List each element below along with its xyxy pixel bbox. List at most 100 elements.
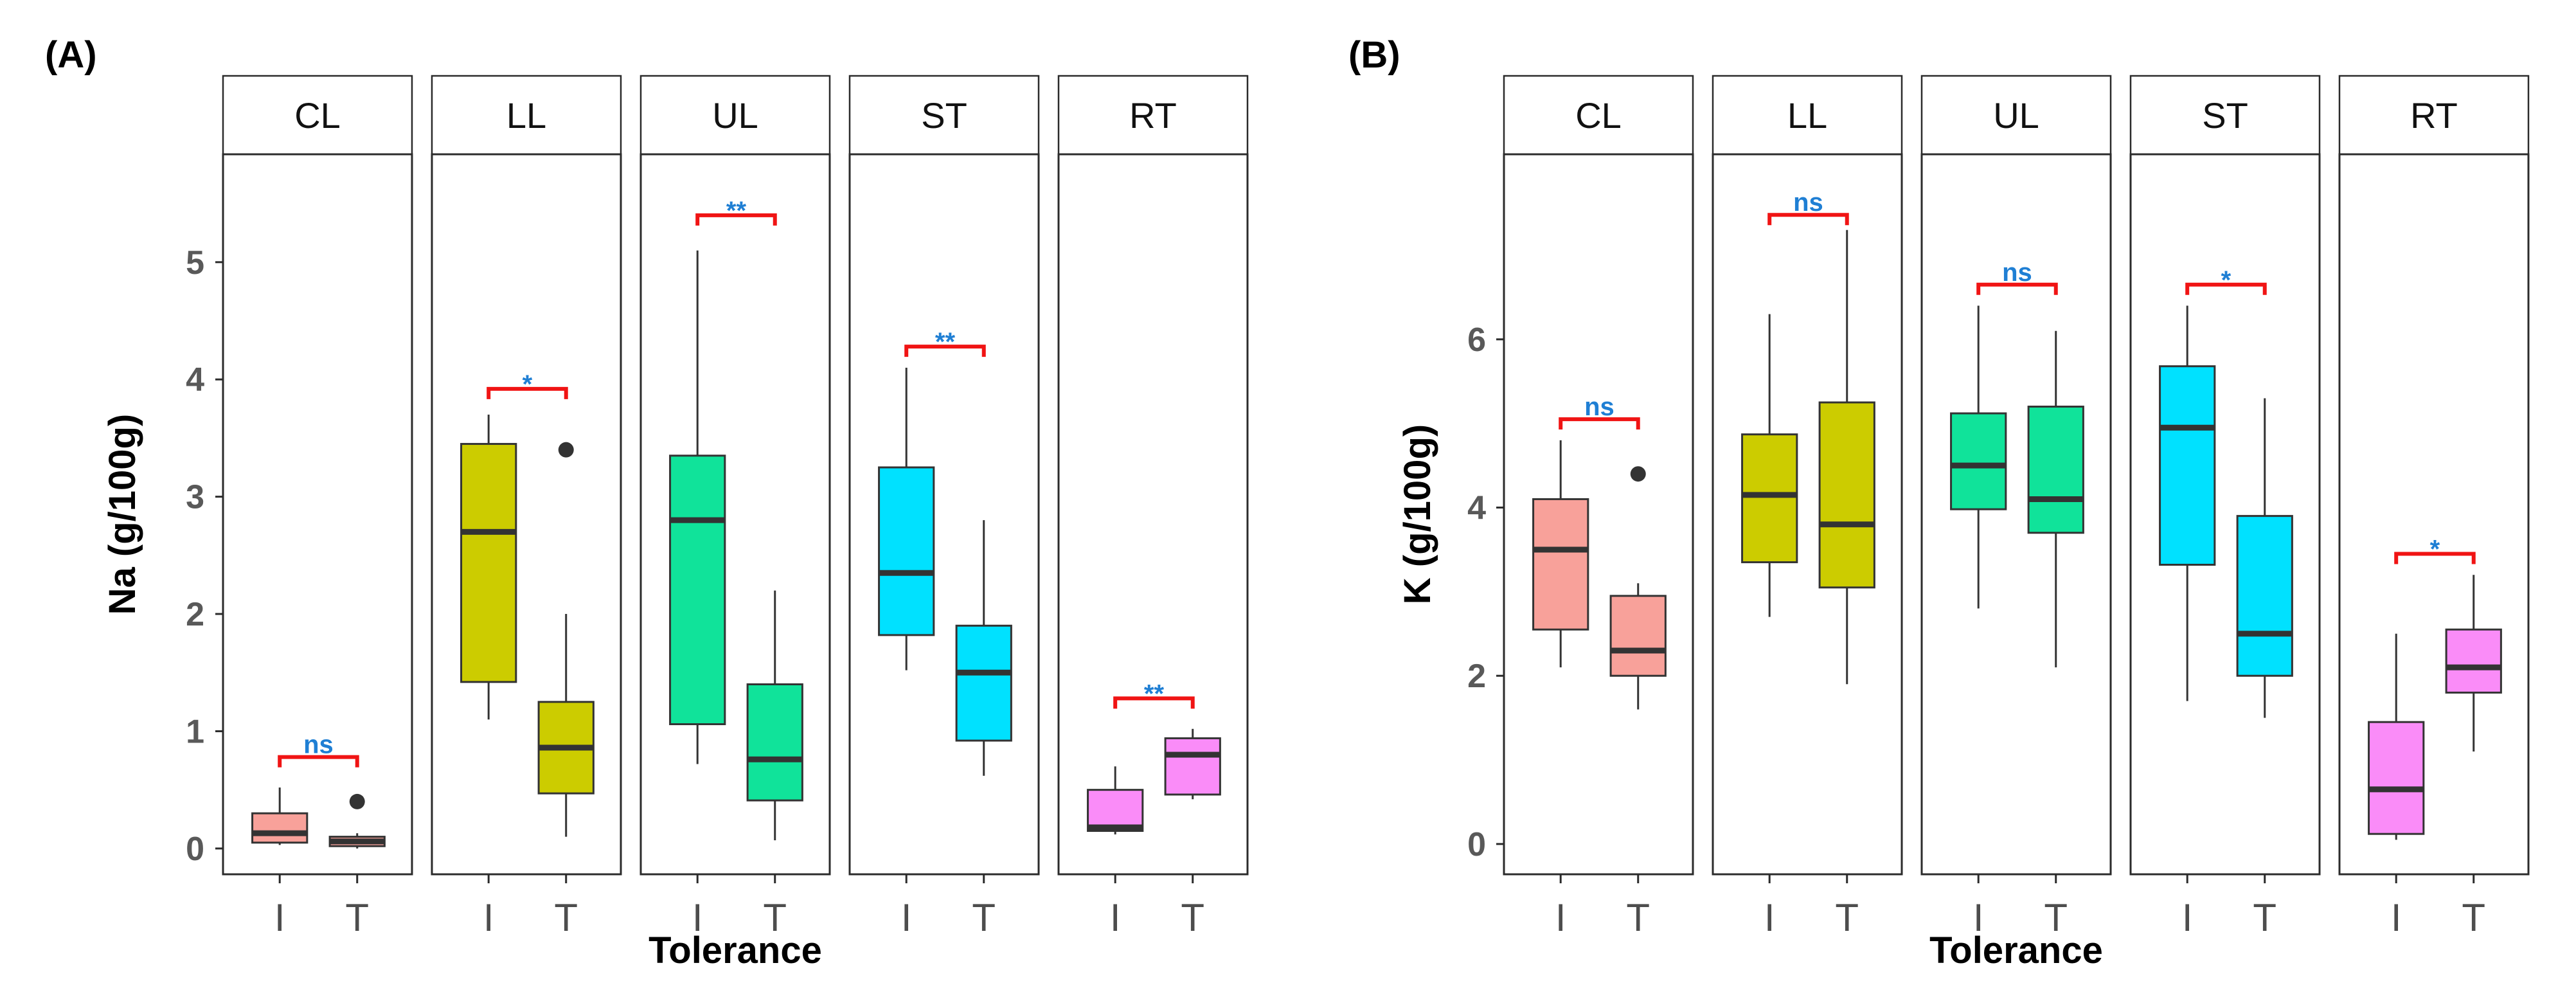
y-tick-label: 2	[1467, 658, 1486, 695]
box-cl-t	[328, 793, 386, 849]
y-tick-label: 4	[1467, 490, 1486, 527]
significance-label: *	[2430, 535, 2440, 563]
box-cl-t	[1609, 466, 1667, 710]
x-tick-label: T	[1181, 896, 1204, 939]
facet-panel-frame	[431, 153, 622, 876]
box-iqr	[2159, 365, 2216, 566]
facet-panel-frame	[1712, 153, 1903, 876]
facet-strip	[1712, 75, 1903, 156]
significance-bracket	[904, 345, 986, 357]
facet-strip-label: RT	[1129, 95, 1177, 136]
facet-panel-frame	[1503, 153, 1694, 876]
facet-strip-label: UL	[712, 95, 758, 136]
facet-strip	[1920, 75, 2112, 156]
outlier-point	[349, 793, 365, 809]
box-iqr	[2445, 628, 2502, 694]
box-iqr	[1818, 401, 1875, 589]
facet-panel-frame	[1920, 153, 2112, 876]
x-tick-label: I	[274, 896, 285, 939]
facet-st: ST I T *	[2129, 75, 2321, 939]
outlier-point	[558, 442, 574, 458]
x-tick-label: I	[1555, 896, 1566, 939]
x-axis-title: Tolerance	[1929, 930, 2103, 971]
x-tick-label: T	[1835, 896, 1859, 939]
facet-rt: RT I T **	[1057, 75, 1249, 939]
facet-strip	[1503, 75, 1694, 156]
box-ll-t	[1818, 230, 1875, 685]
box-ul-t	[2027, 330, 2084, 668]
box-cl-i	[1532, 440, 1589, 668]
x-tick-label: T	[972, 896, 996, 939]
facet-strip-label: UL	[1993, 95, 2039, 136]
box-rt-i	[2368, 633, 2425, 840]
significance-bracket	[2394, 552, 2476, 564]
facet-rt: RT I T *	[2338, 75, 2530, 939]
x-tick-label: T	[2253, 896, 2276, 939]
facet-cl: CL I Tns	[222, 75, 413, 939]
y-axis-title: K (g/100g)	[1397, 424, 1438, 604]
facet-ul: UL I Tns	[1920, 75, 2112, 939]
x-tick-label: I	[901, 896, 912, 939]
facet-strip-label: LL	[506, 95, 546, 136]
significance-bracket	[1976, 282, 2058, 295]
box-iqr	[2368, 721, 2425, 835]
box-st-t	[955, 520, 1012, 776]
x-tick-label: T	[554, 896, 578, 939]
box-iqr	[1950, 412, 2007, 510]
significance-label: **	[1144, 680, 1165, 708]
box-iqr	[955, 624, 1012, 742]
outlier-point	[1630, 466, 1646, 482]
box-iqr	[1532, 498, 1589, 631]
x-tick-label: I	[2391, 896, 2402, 939]
significance-label: **	[726, 197, 747, 225]
box-cl-i	[251, 788, 309, 845]
box-iqr	[251, 812, 309, 844]
box-iqr	[2236, 515, 2293, 677]
box-ll-i	[1741, 314, 1798, 617]
panel-label: (B)	[1348, 34, 1400, 76]
box-iqr	[669, 455, 726, 726]
significance-label: *	[2221, 266, 2232, 294]
facet-strip-label: CL	[1575, 95, 1622, 136]
box-st-i	[2159, 305, 2216, 701]
x-tick-label: I	[1110, 896, 1121, 939]
box-ul-t	[746, 590, 803, 841]
y-tick-label: 0	[1467, 826, 1486, 863]
y-tick-label: 3	[186, 479, 204, 516]
box-rt-t	[2445, 575, 2502, 752]
y-tick-label: 6	[1467, 321, 1486, 359]
x-tick-label: I	[483, 896, 494, 939]
x-tick-label: T	[1626, 896, 1650, 939]
box-iqr	[1741, 433, 1798, 564]
box-iqr	[460, 443, 517, 683]
facet-panel-frame	[640, 153, 831, 876]
box-st-t	[2236, 398, 2293, 718]
x-axis-title: Tolerance	[648, 930, 822, 971]
box-rt-t	[1164, 728, 1221, 800]
facet-cl: CL I Tns	[1503, 75, 1694, 939]
x-tick-label: I	[1764, 896, 1775, 939]
x-tick-label: T	[2044, 896, 2068, 939]
significance-label: ns	[1793, 188, 1823, 217]
box-iqr	[878, 466, 935, 636]
facet-strip-label: ST	[921, 95, 967, 136]
significance-label: ns	[1584, 393, 1614, 421]
facet-ll: LL I T *	[431, 75, 622, 939]
facet-strip	[2338, 75, 2530, 156]
box-ul-i	[669, 250, 726, 764]
box-ul-i	[1950, 305, 2007, 609]
facet-panel-frame	[222, 153, 413, 876]
significance-label: ns	[2002, 258, 2032, 287]
facet-strip-label: ST	[2202, 95, 2248, 136]
facet-strip-label: RT	[2410, 95, 2458, 136]
significance-bracket	[278, 755, 359, 768]
box-iqr	[746, 683, 803, 802]
significance-label: ns	[303, 731, 334, 759]
box-ll-t	[537, 442, 595, 837]
facet-strip-label: CL	[294, 95, 341, 136]
panel-label: (A)	[45, 34, 97, 76]
significance-bracket	[1559, 417, 1640, 430]
significance-bracket	[487, 386, 568, 399]
y-tick-label: 4	[186, 361, 204, 399]
